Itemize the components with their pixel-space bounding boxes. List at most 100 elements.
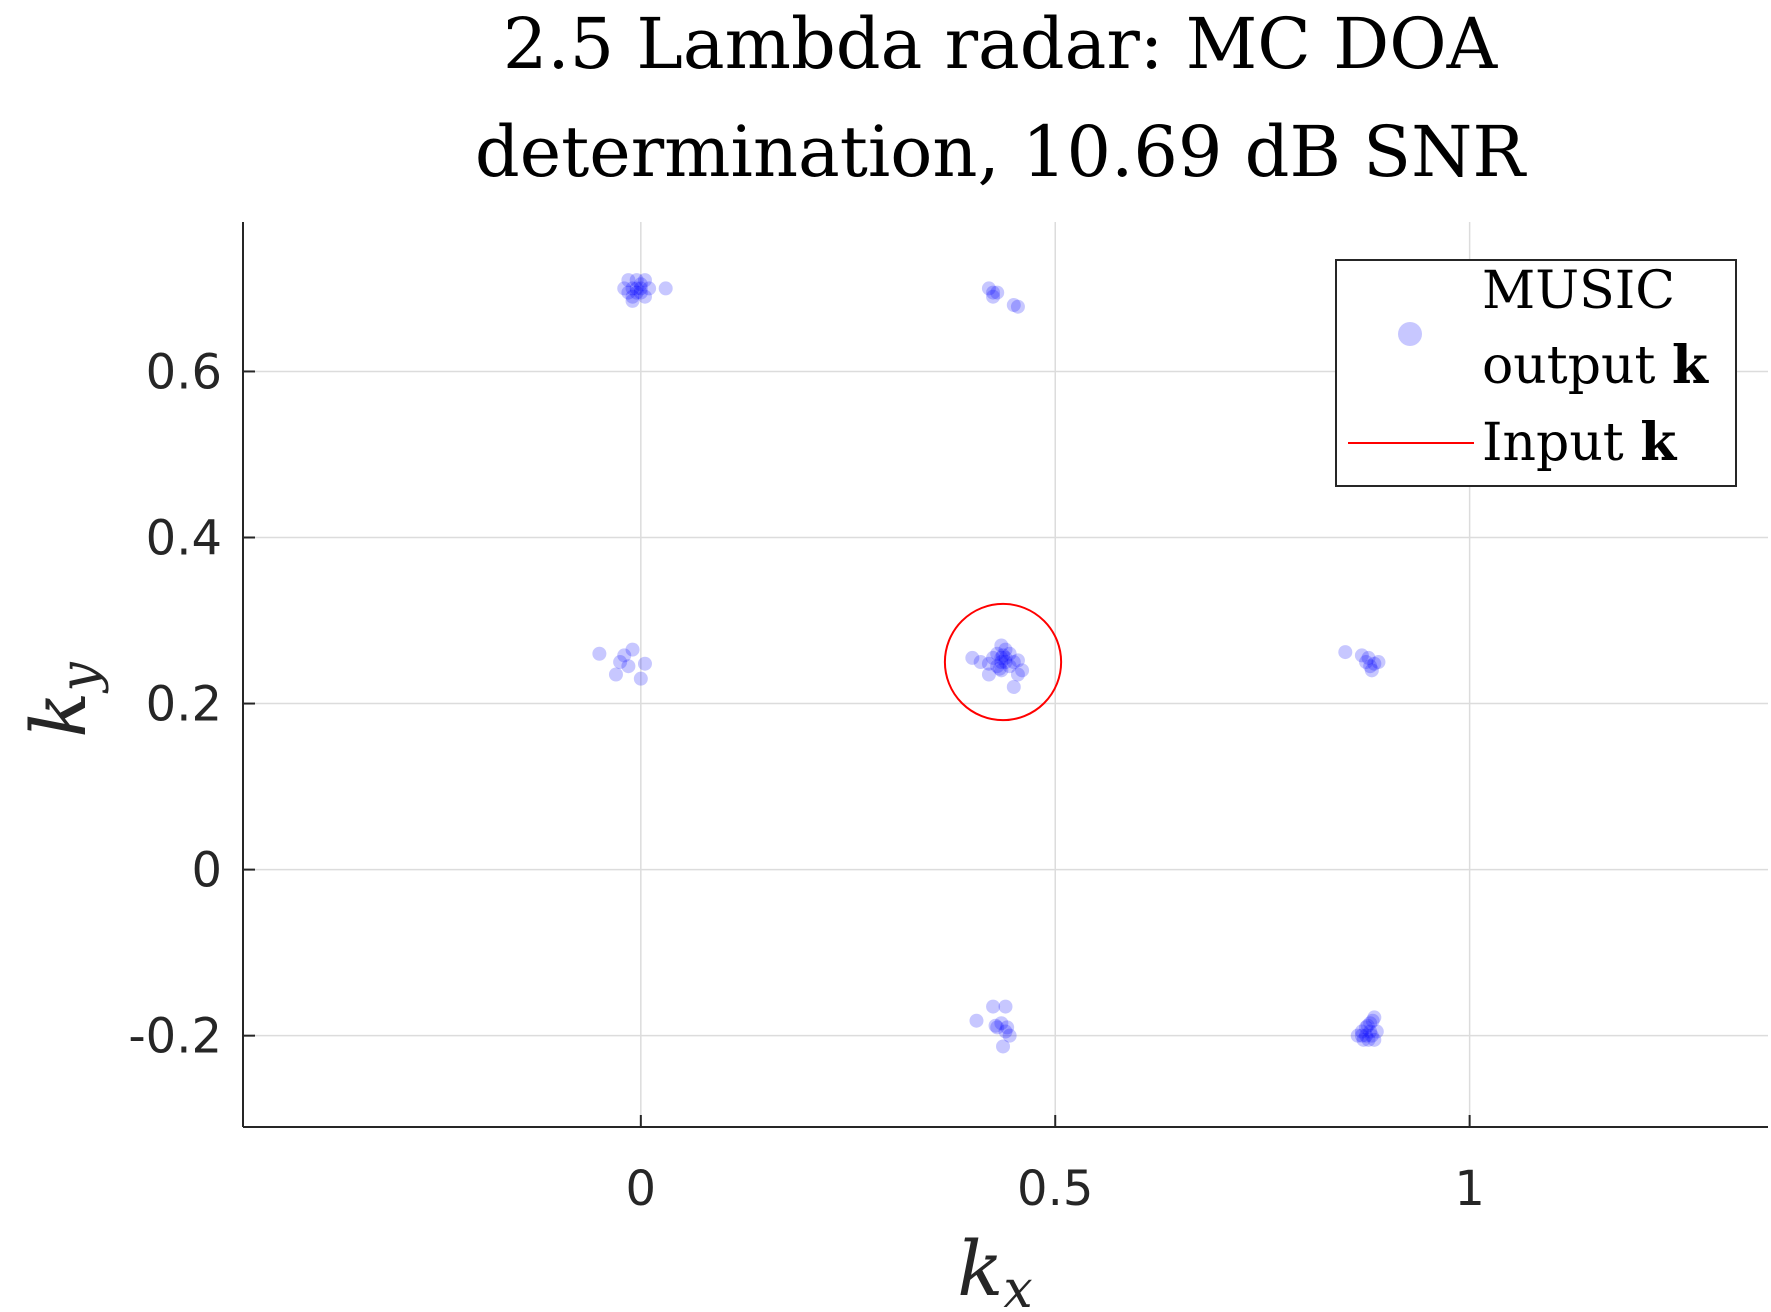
music-point (990, 285, 1005, 300)
music-point (1364, 1028, 1379, 1043)
y-tick-label-2: 0.2 (146, 677, 222, 733)
music-point (986, 285, 1001, 300)
y-tick-label-0: -0.2 (128, 1009, 222, 1065)
music-point (617, 281, 632, 296)
music-point (1367, 656, 1382, 671)
legend-music-line-1: MUSIC (1482, 261, 1675, 321)
music-point (1363, 1024, 1378, 1039)
music-point (994, 1016, 1009, 1031)
chart-title-line-1: 2.5 Lambda radar: MC DOA (503, 3, 1499, 85)
music-point (986, 289, 1001, 304)
music-point (1002, 1028, 1017, 1043)
y-tick-labels: -0.2 0 0.2 0.4 0.6 (128, 344, 222, 1064)
music-point (992, 661, 1007, 676)
music-point (994, 655, 1009, 670)
y-axis-label: ky (14, 662, 110, 738)
music-point (1002, 646, 1017, 661)
x-axis-label: kx (957, 1224, 1032, 1312)
music-point (1354, 1028, 1369, 1043)
music-point (990, 659, 1005, 674)
chart-title: 2.5 Lambda radar: MC DOA determination, … (475, 3, 1527, 193)
music-point (1363, 659, 1378, 674)
music-point (625, 289, 640, 304)
music-point (998, 655, 1013, 670)
y-tick-label-3: 0.4 (146, 511, 222, 567)
music-point (633, 281, 648, 296)
music-point (998, 650, 1013, 665)
music-point (633, 277, 648, 292)
music-point (1350, 1028, 1365, 1043)
music-point (1359, 1020, 1374, 1035)
music-point (625, 642, 640, 657)
music-point (1359, 655, 1374, 670)
music-point (1359, 1028, 1374, 1043)
music-point (1006, 298, 1021, 313)
music-point (592, 646, 607, 661)
music-point (621, 273, 636, 288)
y-axis-label-subscript: y (50, 662, 110, 694)
y-axis-label-main: k (14, 692, 103, 738)
input-k-marker (943, 602, 1063, 722)
music-point (642, 281, 657, 296)
music-point (1015, 663, 1030, 678)
legend-music-line-2: output k (1482, 335, 1709, 396)
chart-title-line-2: determination, 10.69 dB SNR (475, 111, 1527, 193)
music-point (617, 648, 632, 663)
music-point (998, 642, 1013, 657)
music-point (1363, 1016, 1378, 1031)
music-point (637, 289, 652, 304)
music-point (1354, 1024, 1369, 1039)
music-output-points (592, 273, 1386, 1054)
music-point (1010, 299, 1025, 314)
input-k-circle (943, 602, 1063, 722)
music-point (1006, 655, 1021, 670)
music-point (1367, 1010, 1382, 1025)
music-point (986, 650, 1001, 665)
music-point (969, 1013, 984, 1028)
music-point (1002, 659, 1017, 674)
music-point (1338, 645, 1353, 660)
music-point (996, 1039, 1011, 1054)
music-point (1365, 1013, 1380, 1028)
music-point (629, 281, 644, 296)
music-point (990, 646, 1005, 661)
music-point (608, 667, 623, 682)
y-tick-label-4: 0.6 (146, 344, 222, 400)
music-point (1360, 1018, 1375, 1033)
music-point (637, 656, 652, 671)
music-point (990, 1020, 1005, 1035)
music-point (1000, 1020, 1015, 1035)
legend-box (1335, 259, 1737, 487)
legend-input-k: k (1640, 412, 1677, 473)
music-point (965, 650, 980, 665)
music-point (994, 663, 1009, 678)
music-point (629, 273, 644, 288)
x-axis-label-subscript: x (1003, 1260, 1032, 1312)
x-tick-label-0: 0 (626, 1161, 657, 1217)
music-point (621, 285, 636, 300)
x-tick-label-2: 1 (1454, 1161, 1485, 1217)
music-point (625, 293, 640, 308)
music-point (994, 638, 1009, 653)
music-point (1354, 648, 1369, 663)
music-point (973, 655, 988, 670)
music-point (658, 281, 673, 296)
music-point (996, 648, 1011, 663)
music-point (981, 281, 996, 296)
legend-input-word: Input (1482, 413, 1624, 473)
music-point (998, 999, 1013, 1014)
music-point (1369, 1024, 1384, 1039)
legend-input-label: Input k (1482, 412, 1677, 473)
x-tick-labels: 0 0.5 1 (626, 1161, 1485, 1217)
music-point (629, 285, 644, 300)
music-point (981, 667, 996, 682)
music-point (1361, 650, 1376, 665)
legend-music-k: k (1672, 335, 1709, 396)
legend-music-output-word: output (1482, 336, 1655, 396)
music-point (1010, 667, 1025, 682)
music-point (1356, 1032, 1371, 1047)
legend-dot-icon (1398, 322, 1422, 346)
music-point (613, 655, 628, 670)
y-tick-label-1: 0 (191, 843, 222, 899)
music-point (998, 1024, 1013, 1039)
